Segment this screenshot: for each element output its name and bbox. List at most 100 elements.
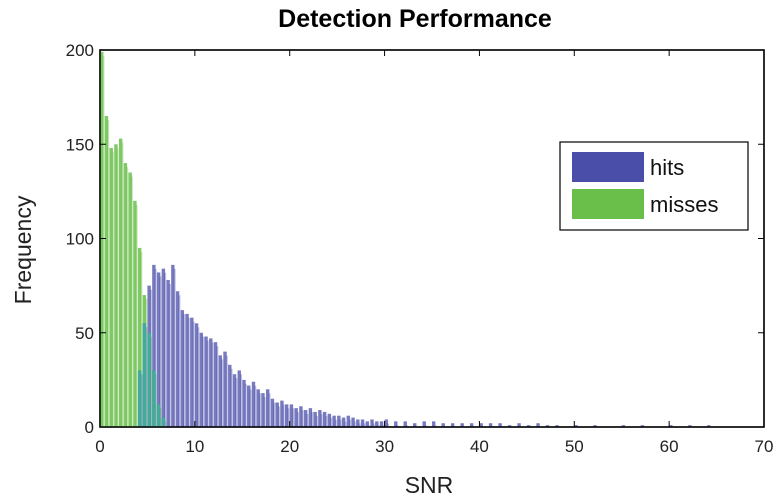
- hits-bar: [237, 370, 241, 427]
- x-tick-label: 0: [95, 437, 104, 456]
- hits-bar: [375, 421, 379, 427]
- hits-bar: [593, 425, 597, 427]
- y-tick-label: 100: [66, 230, 94, 249]
- x-tick-label: 20: [280, 437, 299, 456]
- hits-bar: [536, 423, 540, 427]
- hits-bar: [171, 264, 175, 427]
- hits-bar: [574, 425, 578, 427]
- hits-bar-shade: [220, 359, 224, 427]
- hits-bar-shade: [315, 415, 318, 427]
- misses-legend-label: misses: [650, 192, 718, 217]
- hits-bar-shade: [292, 408, 295, 427]
- misses-bar: [123, 163, 128, 427]
- hits-bar: [318, 410, 322, 427]
- hits-bar: [194, 323, 199, 427]
- hits-bar: [270, 398, 275, 427]
- hits-bar: [370, 419, 374, 427]
- hits-bar: [403, 421, 407, 427]
- misses-bar-shade: [107, 119, 110, 427]
- hits-bar: [394, 421, 398, 427]
- hits-bar: [384, 419, 388, 427]
- hits-legend-swatch: [572, 152, 644, 182]
- hits-bar: [280, 400, 284, 427]
- hits-bar-shade: [353, 421, 356, 427]
- hits-bar-shade: [363, 423, 366, 427]
- hits-bar: [209, 338, 213, 427]
- hits-bar: [460, 423, 464, 427]
- hits-bar-shade: [178, 295, 181, 427]
- hits-bar-shade: [301, 410, 304, 427]
- misses-bar: [128, 172, 132, 427]
- plot-area: 0 10 20 30 40 50 60 70 0 50 100 150 200: [66, 41, 774, 456]
- hits-bar: [294, 408, 298, 427]
- hits-bar: [161, 268, 166, 427]
- hits-bar: [251, 381, 256, 427]
- hits-bar-shade: [268, 393, 271, 427]
- y-axis-label: Frequency: [10, 195, 36, 304]
- hits-bar: [275, 402, 279, 427]
- hits-bar: [621, 425, 626, 427]
- hits-bar-shade: [230, 368, 233, 427]
- hits-bar: [432, 421, 436, 427]
- x-tick-label: 40: [470, 437, 489, 456]
- y-tick-label: 200: [66, 41, 94, 60]
- x-tick-label: 60: [660, 437, 679, 456]
- hits-bar-shade: [434, 425, 437, 427]
- hits-bar-shade: [258, 393, 262, 427]
- hits-bar-shade: [154, 268, 157, 427]
- hits-bar: [308, 408, 313, 427]
- misses-bar-shade: [116, 148, 119, 427]
- x-tick-label: 70: [755, 437, 774, 456]
- hits-bar: [360, 419, 365, 427]
- hits-bar-shade: [263, 397, 266, 427]
- misses-bar: [114, 144, 118, 427]
- overlap-bar: [161, 417, 166, 427]
- hits-bar-shade: [192, 321, 195, 427]
- hits-bar: [346, 415, 351, 427]
- hits-bar-shade: [168, 283, 171, 427]
- hits-bar: [450, 423, 455, 427]
- hits-bar: [322, 411, 327, 427]
- hits-bar: [365, 421, 370, 427]
- hits-bar: [379, 421, 384, 427]
- hits-bar: [313, 411, 317, 427]
- hits-bar-shade: [358, 423, 361, 427]
- hits-bar-shade: [382, 425, 385, 427]
- hits-bar-shade: [282, 404, 285, 427]
- hits-bar-shade: [244, 383, 247, 428]
- misses-bar-shade: [145, 299, 148, 427]
- hits-bar: [507, 425, 512, 427]
- hits-bar: [479, 423, 483, 427]
- y-tick-label: 150: [66, 135, 94, 154]
- misses-bar-shade: [121, 142, 124, 427]
- overlap-bar: [137, 370, 142, 427]
- hits-bar: [266, 389, 270, 427]
- hits-bar-shade: [173, 268, 176, 427]
- y-tick-label: 0: [85, 418, 94, 437]
- hits-bar-shade: [164, 272, 167, 427]
- hits-bar: [299, 406, 303, 427]
- misses-bar-shade: [130, 176, 133, 427]
- hits-bar: [332, 415, 336, 427]
- hits-bar: [555, 425, 559, 427]
- hits-bar: [166, 279, 170, 427]
- misses-bar-shade: [126, 167, 129, 427]
- hits-bar: [498, 423, 502, 427]
- hits-bar-shade: [306, 414, 309, 427]
- hits-bar: [213, 342, 218, 427]
- hits-bar: [545, 425, 550, 427]
- hits-bar: [228, 364, 232, 427]
- hits-bar: [356, 419, 360, 427]
- hits-bar-shade: [287, 408, 290, 427]
- hits-bar-shade: [197, 327, 200, 427]
- hits-bar: [284, 404, 289, 427]
- misses-bar: [133, 200, 137, 427]
- hits-bar-shade: [159, 276, 162, 427]
- x-axis-label: SNR: [405, 472, 454, 498]
- misses-bar-shade: [102, 55, 105, 427]
- overlap-bar: [152, 370, 156, 427]
- misses-bar: [100, 51, 104, 427]
- hits-bar-shade: [424, 425, 428, 427]
- hits-bar-shade: [206, 340, 209, 427]
